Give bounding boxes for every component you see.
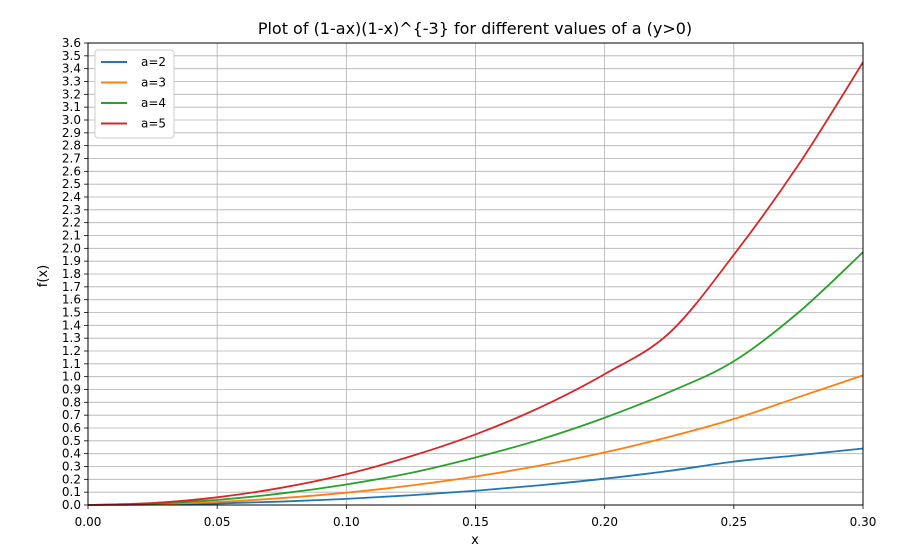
y-tick-label: 0.9 [62, 383, 81, 397]
legend-label-a=2: a=2 [141, 55, 166, 69]
x-tick-label: 0.20 [591, 515, 618, 529]
x-tick-label: 0.05 [204, 515, 231, 529]
series-line-a=5 [87, 61, 864, 506]
y-tick-label: 2.5 [62, 177, 81, 191]
y-tick-label: 1.2 [62, 344, 81, 358]
series-lines [87, 61, 864, 506]
y-tick-label: 2.4 [62, 190, 81, 204]
y-tick-label: 0.6 [62, 421, 81, 435]
y-tick-label: 2.1 [62, 229, 81, 243]
y-tick-label: 3.1 [62, 100, 81, 114]
x-axis-label: x [471, 533, 479, 548]
y-tick-label: 3.6 [62, 36, 81, 50]
x-tick-label: 0.10 [333, 515, 360, 529]
y-tick-label: 1.8 [62, 267, 81, 281]
legend: a=2 a=3 a=4 a=5 [94, 49, 175, 139]
y-tick-label: 2.9 [62, 126, 81, 140]
y-tick-label: 3.4 [62, 62, 81, 76]
y-axis-label: f(x) [36, 265, 51, 287]
y-tick-label: 1.3 [62, 331, 81, 345]
y-tick-label: 3.0 [62, 113, 81, 127]
y-tick-label: 2.8 [62, 139, 81, 153]
y-tick-label: 2.6 [62, 164, 81, 178]
axis-ticks: 0.00 0.05 0.10 0.15 0.20 0.25 0.30 0.00.10.20.3… [62, 36, 876, 529]
legend-label-a=4: a=4 [141, 96, 166, 110]
y-tick-label: 3.5 [62, 49, 81, 63]
y-tick-label: 1.6 [62, 293, 81, 307]
legend-box [94, 49, 175, 139]
y-tick-label: 3.3 [62, 75, 81, 89]
y-tick-label: 1.1 [62, 357, 81, 371]
legend-label-a=5: a=5 [141, 117, 166, 131]
y-tick-label: 0.2 [62, 472, 81, 486]
chart-title: Plot of (1-ax)(1-x)^{-3} for different v… [258, 19, 692, 38]
x-tick-label: 0.15 [462, 515, 489, 529]
y-tick-label: 0.5 [62, 434, 81, 448]
legend-label-a=3: a=3 [141, 76, 166, 90]
y-tick-label: 0.4 [62, 447, 81, 461]
y-tick-label: 1.4 [62, 318, 81, 332]
x-tick-label: 0.00 [75, 515, 102, 529]
y-tick-label: 1.7 [62, 280, 81, 294]
y-tick-label: 0.7 [62, 408, 81, 422]
series-line-a=2 [87, 447, 864, 506]
x-tick-label: 0.30 [850, 515, 877, 529]
series-line-a=4 [87, 251, 864, 506]
y-tick-label: 0.3 [62, 460, 81, 474]
y-tick-label: 2.3 [62, 203, 81, 217]
y-tick-label: 0.8 [62, 395, 81, 409]
y-tick-label: 1.0 [62, 370, 81, 384]
y-tick-label: 1.5 [62, 306, 81, 320]
y-tick-label: 3.2 [62, 87, 81, 101]
y-tick-label: 1.9 [62, 254, 81, 268]
y-tick-label: 2.7 [62, 152, 81, 166]
grid [87, 42, 864, 506]
y-tick-label: 0.0 [62, 498, 81, 512]
y-tick-label: 2.2 [62, 216, 81, 230]
y-tick-label: 2.0 [62, 241, 81, 255]
x-tick-label: 0.25 [720, 515, 747, 529]
series-line-a=3 [87, 374, 864, 506]
y-tick-label: 0.1 [62, 485, 81, 499]
